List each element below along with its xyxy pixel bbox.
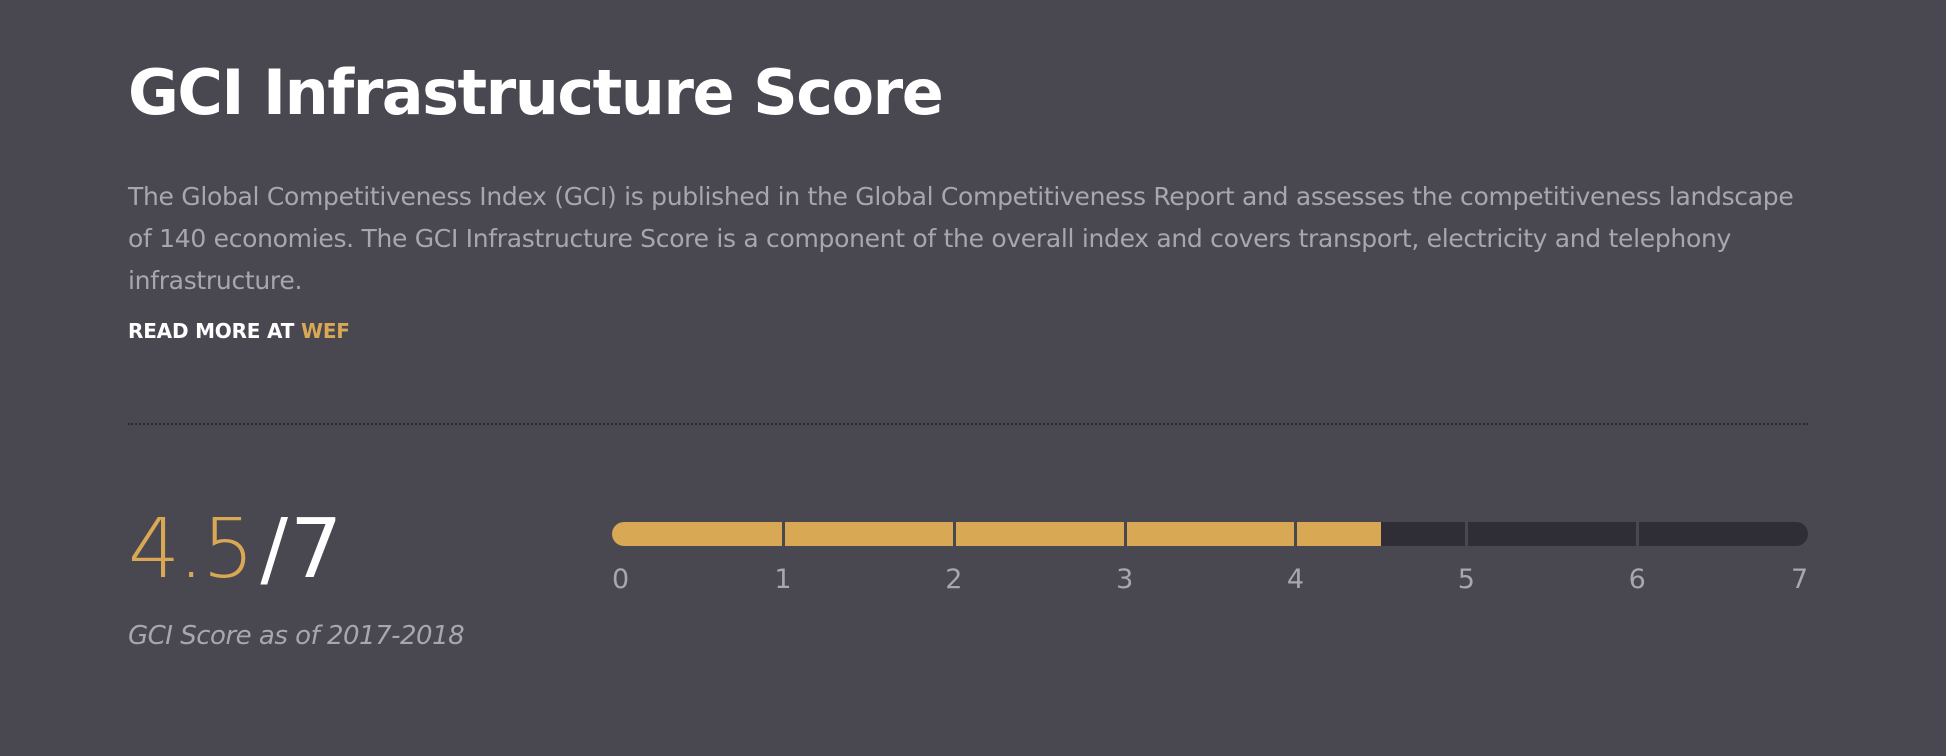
scale-tick-label: 3 (1116, 564, 1134, 595)
progress-segment-tick (1636, 522, 1640, 546)
progress-segment-tick (1465, 522, 1469, 546)
progress-segment-tick (781, 522, 785, 546)
description-text: The Global Competitiveness Index (GCI) i… (128, 182, 1794, 295)
score-value: 4.5 (128, 502, 254, 597)
page-title: GCI Infrastructure Score (128, 56, 944, 129)
dotted-divider (128, 423, 1808, 425)
scale-tick-label: 0 (612, 564, 630, 595)
scale-tick-label: 1 (774, 564, 792, 595)
score-max: 7 (290, 502, 342, 597)
progress-segment-tick (952, 522, 956, 546)
score-progress-bar (612, 522, 1808, 546)
scale-tick-label: 2 (945, 564, 963, 595)
scale-tick-label: 4 (1286, 564, 1305, 595)
score-caption: GCI Score as of 2017-2018 (128, 621, 465, 651)
progress-segment-tick (1123, 522, 1127, 546)
score-progress-fill (612, 522, 1381, 546)
wef-link[interactable]: WEF (300, 319, 350, 343)
read-more-prefix: READ MORE AT (128, 319, 301, 343)
scale-tick-label: 7 (1791, 564, 1809, 595)
read-more-line: READ MORE AT WEF (128, 316, 350, 346)
score-display: 4.5/7 (128, 502, 342, 598)
scale-tick-label: 6 (1628, 564, 1646, 595)
progress-segment-tick (1294, 522, 1298, 546)
score-separator: / (260, 502, 288, 597)
scale-tick-label: 5 (1457, 564, 1475, 595)
